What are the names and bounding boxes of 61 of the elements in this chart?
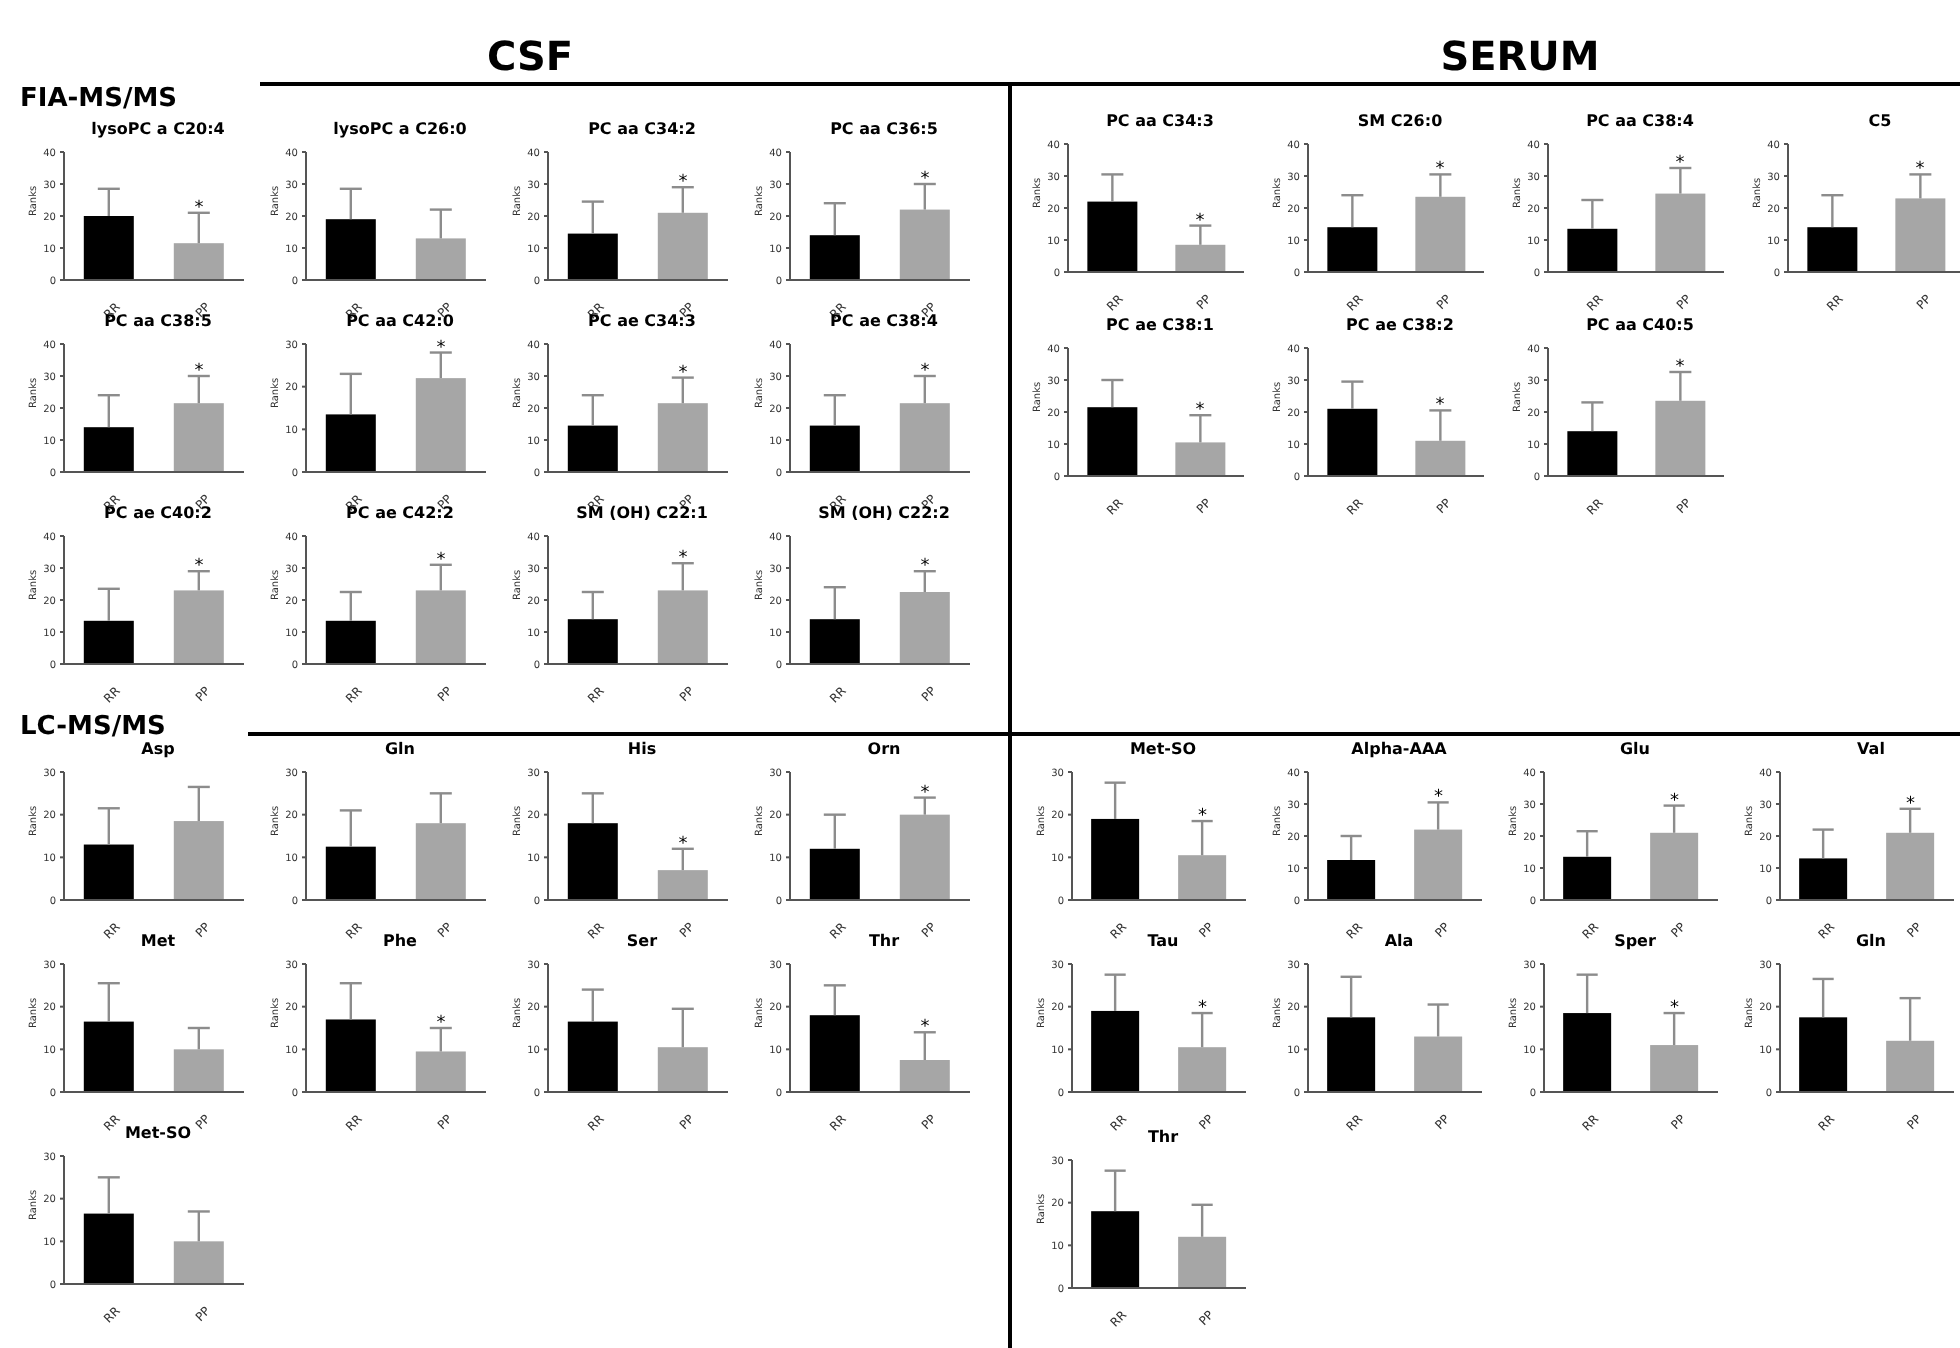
annotation: * <box>1435 396 1446 417</box>
chart-title: PC ae C38:1 <box>1104 316 1216 334</box>
chart-title: C5 <box>1866 112 1894 130</box>
annotation: * <box>1195 211 1206 232</box>
chart-title: SM C26:0 <box>1355 112 1445 130</box>
annotation: * <box>1198 807 1208 828</box>
annotation: * <box>1906 794 1916 815</box>
annotation: * <box>678 549 689 570</box>
chart-title: Met <box>140 932 176 950</box>
chart-title: PC aa C34:2 <box>586 120 698 138</box>
chart-title: Sper <box>1614 932 1656 950</box>
chart-title: Orn <box>865 740 903 758</box>
chart-title: Gln <box>382 740 417 758</box>
chart-title: lysoPC a C26:0 <box>331 120 469 138</box>
chart-title: lysoPC a C20:4 <box>89 120 227 138</box>
chart-title: Glu <box>1617 740 1652 758</box>
annotation: * <box>1195 401 1206 422</box>
chart-title: Met-SO <box>124 1124 192 1142</box>
annotation: * <box>436 1014 447 1034</box>
chart-title: Alpha-AAA <box>1349 740 1449 758</box>
chart-title: Gln <box>1855 932 1886 950</box>
annotation: * <box>678 834 689 855</box>
annotation: * <box>1670 791 1680 812</box>
annotation: * <box>920 362 931 382</box>
chart-title: Ser <box>626 932 658 950</box>
chart-title: PC aa C40:5 <box>1584 316 1696 334</box>
annotation: * <box>1675 358 1686 378</box>
annotation: * <box>1915 160 1926 181</box>
annotation: * <box>920 170 931 190</box>
annotation: * <box>436 338 447 359</box>
chart-title: His <box>625 740 659 758</box>
text: SERUM <box>1438 32 1602 80</box>
chart-title: Thr <box>868 932 900 950</box>
chart-title: Thr <box>1147 1128 1179 1146</box>
annotation: * <box>194 557 205 578</box>
chart-title: Ala <box>1384 932 1414 950</box>
annotation: * <box>678 173 689 194</box>
chart-title: Phe <box>383 932 417 950</box>
chart-title: Val <box>1855 740 1887 758</box>
chart-title: PC aa C36:5 <box>828 120 940 138</box>
annotation: * <box>1670 999 1680 1020</box>
chart-title: PC aa C38:4 <box>1584 112 1696 130</box>
annotation: * <box>194 362 205 382</box>
annotation: * <box>678 363 689 384</box>
chart-title: Met-SO <box>1127 740 1199 758</box>
chart-title: Asp <box>139 740 177 758</box>
annotation: * <box>1435 160 1446 181</box>
annotation: * <box>1434 788 1444 809</box>
annotation: * <box>920 1018 931 1039</box>
annotation: * <box>1198 999 1208 1020</box>
text: LC-MS/MS <box>20 712 168 742</box>
annotation: * <box>920 783 931 804</box>
chart-title: PC aa C34:3 <box>1104 112 1216 130</box>
text: FIA-MS/MS <box>20 84 180 114</box>
text: CSF <box>484 32 576 80</box>
annotation: * <box>1675 154 1686 174</box>
chart-title: PC ae C38:2 <box>1344 316 1456 334</box>
annotation: * <box>920 557 931 578</box>
chart-title: Tau <box>1147 932 1179 950</box>
annotation: * <box>194 198 205 219</box>
annotation: * <box>436 550 447 571</box>
